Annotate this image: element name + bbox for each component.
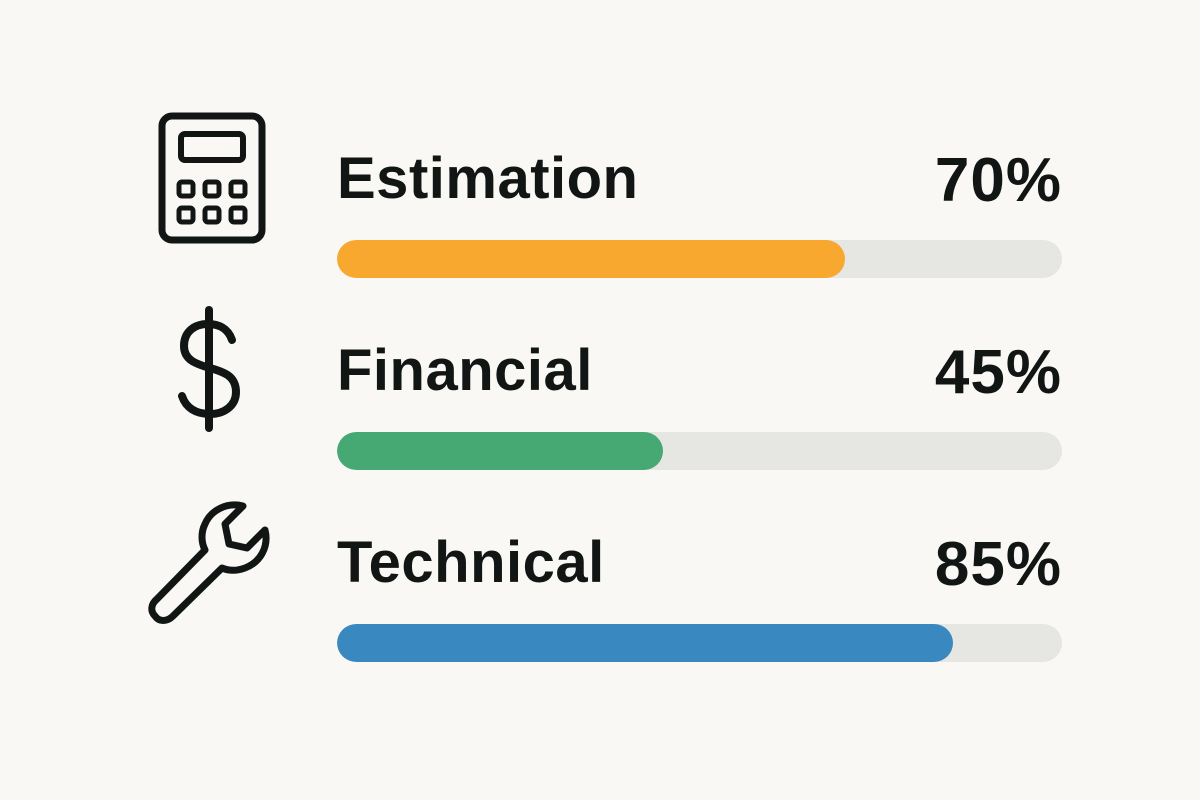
progress-track	[337, 240, 1062, 278]
skill-label: Financial	[337, 338, 593, 403]
skill-percent: 85%	[934, 530, 1062, 599]
skill-row-estimation: Estimation 70%	[0, 110, 1200, 278]
skill-percent: 45%	[934, 338, 1062, 407]
skill-row-financial: Financial 45%	[0, 302, 1200, 470]
calculator-icon	[140, 110, 280, 260]
skill-label: Technical	[337, 530, 605, 595]
skill-label: Estimation	[337, 146, 639, 211]
progress-track	[337, 624, 1062, 662]
skill-percent: 70%	[934, 146, 1062, 215]
skill-row-technical: Technical 85%	[0, 494, 1200, 662]
dollar-icon	[140, 302, 280, 452]
wrench-icon	[140, 494, 280, 644]
progress-fill	[337, 624, 954, 662]
progress-track	[337, 432, 1062, 470]
progress-fill	[337, 432, 664, 470]
progress-fill	[337, 240, 845, 278]
